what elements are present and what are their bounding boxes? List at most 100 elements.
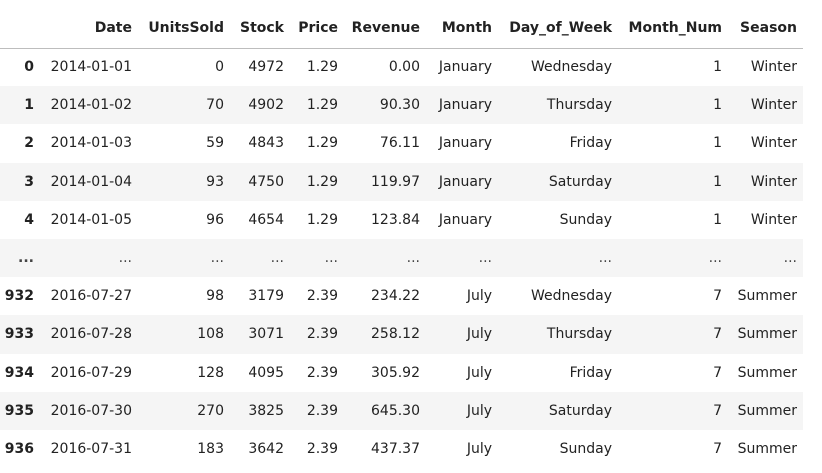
- season-cell: Summer: [737, 288, 797, 305]
- date-cell: ...: [118, 250, 132, 267]
- season-cell: Summer: [737, 326, 797, 343]
- day-of-week-cell: Friday: [569, 364, 612, 381]
- units-sold-cell: 128: [197, 364, 224, 381]
- column-header-day-of-week: Day_of_Week: [509, 19, 612, 36]
- stock-cell: 3642: [248, 440, 284, 457]
- month-num-cell: 1: [713, 135, 722, 152]
- table-row: 933 2016-07-28 108 3071 2.39 258.12 July Thursd…: [0, 315, 803, 354]
- day-of-week-cell: Thursday: [546, 97, 612, 114]
- row-index: 2: [24, 135, 34, 152]
- column-header-units-sold: UnitsSold: [148, 19, 224, 36]
- row-index: 4: [24, 211, 34, 228]
- table-row: 1 2014-01-02 70 4902 1.29 90.30 January Thursda…: [0, 86, 803, 125]
- day-of-week-cell: Friday: [569, 135, 612, 152]
- month-num-cell: 1: [713, 173, 722, 190]
- column-header-revenue: Revenue: [351, 19, 420, 36]
- day-of-week-cell: Sunday: [559, 440, 612, 457]
- row-index: 935: [4, 402, 34, 419]
- price-cell: 2.39: [306, 440, 338, 457]
- units-sold-cell: 98: [206, 288, 224, 305]
- month-num-cell: 7: [713, 288, 722, 305]
- price-cell: 1.29: [306, 211, 338, 228]
- column-header-stock: Stock: [239, 19, 284, 36]
- revenue-cell: 234.22: [371, 288, 420, 305]
- row-index: 934: [4, 364, 34, 381]
- day-of-week-cell: Wednesday: [530, 59, 612, 76]
- table-row: 932 2016-07-27 98 3179 2.39 234.22 July Wednesd…: [0, 277, 803, 315]
- table-header: Date UnitsSold Stock Price Revenue Month…: [0, 8, 803, 48]
- units-sold-cell: 70: [206, 97, 224, 114]
- month-num-cell: ...: [708, 250, 722, 267]
- column-header-date: Date: [94, 19, 132, 36]
- header-row: Date UnitsSold Stock Price Revenue Month…: [0, 8, 803, 48]
- stock-cell: 3825: [248, 402, 284, 419]
- day-of-week-cell: Wednesday: [530, 288, 612, 305]
- units-sold-cell: 108: [197, 326, 224, 343]
- stock-cell: 3179: [248, 288, 284, 305]
- units-sold-cell: 270: [197, 402, 224, 419]
- date-cell: 2016-07-28: [50, 326, 132, 343]
- season-cell: Winter: [750, 59, 797, 76]
- column-header-month: Month: [441, 19, 492, 36]
- stock-cell: 4902: [248, 97, 284, 114]
- date-cell: 2016-07-27: [50, 288, 132, 305]
- stock-cell: 3071: [248, 326, 284, 343]
- row-index: ...: [18, 250, 34, 267]
- price-cell: 1.29: [306, 59, 338, 76]
- revenue-cell: 123.84: [371, 211, 420, 228]
- month-num-cell: 1: [713, 97, 722, 114]
- date-cell: 2014-01-02: [50, 97, 132, 114]
- season-cell: Winter: [750, 211, 797, 228]
- day-of-week-cell: Saturday: [548, 173, 612, 190]
- price-cell: 1.29: [306, 173, 338, 190]
- month-num-cell: 7: [713, 440, 722, 457]
- table-row: 4 2014-01-05 96 4654 1.29 123.84 January Sunday…: [0, 201, 803, 239]
- units-sold-cell: 59: [206, 135, 224, 152]
- stock-cell: 4750: [248, 173, 284, 190]
- month-cell: January: [438, 97, 492, 114]
- stock-cell: 4972: [248, 59, 284, 76]
- table-row: 935 2016-07-30 270 3825 2.39 645.30 July Saturd…: [0, 391, 803, 430]
- stock-cell: 4654: [248, 211, 284, 228]
- date-cell: 2014-01-04: [50, 173, 132, 190]
- row-index: 933: [4, 326, 34, 343]
- table-row: 3 2014-01-04 93 4750 1.29 119.97 January Saturd…: [0, 162, 803, 201]
- season-cell: ...: [783, 250, 797, 267]
- stock-cell: 4095: [248, 364, 284, 381]
- units-sold-cell: 183: [197, 440, 224, 457]
- price-cell: 1.29: [306, 135, 338, 152]
- row-index: 3: [24, 173, 34, 190]
- revenue-cell: 0.00: [388, 59, 420, 76]
- revenue-cell: 437.37: [371, 440, 420, 457]
- day-of-week-cell: Sunday: [559, 211, 612, 228]
- season-cell: Summer: [737, 364, 797, 381]
- revenue-cell: 258.12: [371, 326, 420, 343]
- month-cell: January: [438, 173, 492, 190]
- price-cell: 1.29: [306, 97, 338, 114]
- month-cell: July: [466, 440, 492, 457]
- dataframe-table: Date UnitsSold Stock Price Revenue Month…: [0, 8, 803, 468]
- revenue-cell: 76.11: [379, 135, 420, 152]
- column-header-price: Price: [298, 19, 338, 36]
- date-cell: 2016-07-31: [50, 440, 132, 457]
- revenue-cell: 90.30: [379, 97, 420, 114]
- price-cell: 2.39: [306, 402, 338, 419]
- day-of-week-cell: ...: [598, 250, 612, 267]
- date-cell: 2016-07-30: [50, 402, 132, 419]
- month-cell: ...: [478, 250, 492, 267]
- month-cell: July: [466, 402, 492, 419]
- month-num-cell: 7: [713, 402, 722, 419]
- table-row: 936 2016-07-31 183 3642 2.39 437.37 July Sunday…: [0, 430, 803, 468]
- row-index: 932: [4, 288, 34, 305]
- month-cell: January: [438, 135, 492, 152]
- units-sold-cell: 93: [206, 173, 224, 190]
- date-cell: 2014-01-05: [50, 211, 132, 228]
- month-cell: July: [466, 364, 492, 381]
- stock-cell: 4843: [248, 135, 284, 152]
- stock-cell: ...: [270, 250, 284, 267]
- season-cell: Winter: [750, 173, 797, 190]
- date-cell: 2014-01-03: [50, 135, 132, 152]
- date-cell: 2016-07-29: [50, 364, 132, 381]
- month-num-cell: 7: [713, 364, 722, 381]
- price-cell: 2.39: [306, 326, 338, 343]
